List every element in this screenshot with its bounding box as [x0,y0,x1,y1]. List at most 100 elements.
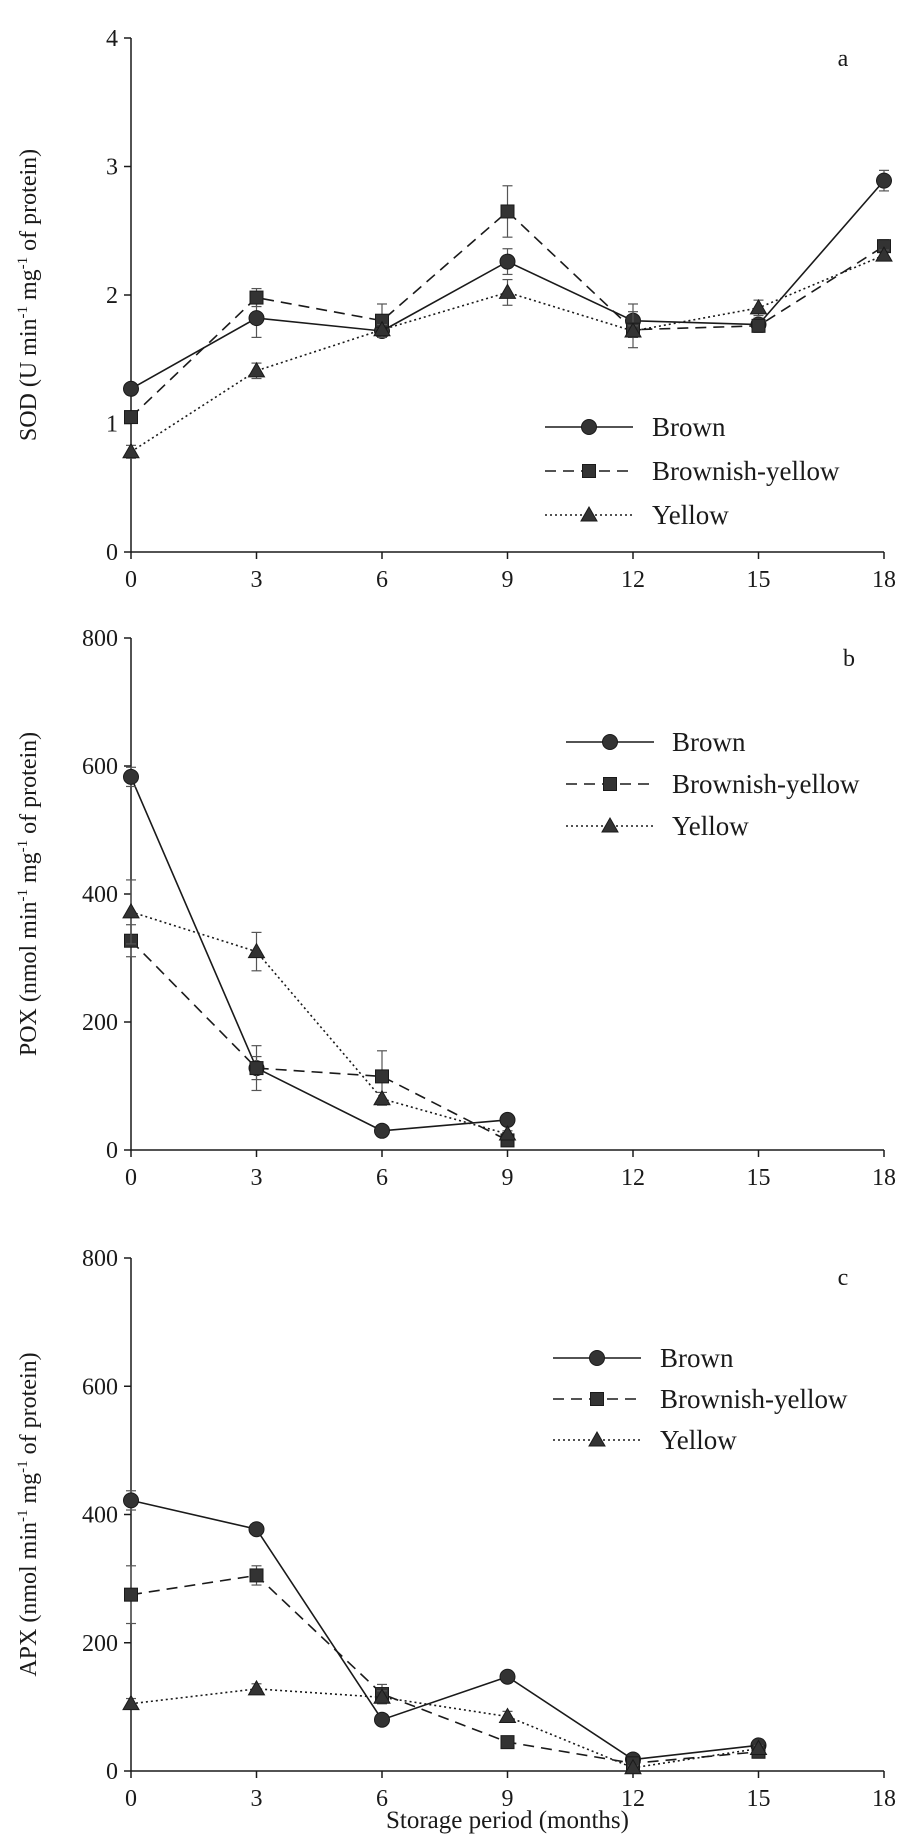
data-point [123,768,139,785]
y-tick-label: 800 [82,1246,118,1272]
data-point [248,310,265,327]
y-axis-label-superscript: -1 [15,889,31,902]
series-yellow [122,246,893,459]
x-tick-label: 15 [747,1165,771,1191]
series-line [130,911,508,1135]
data-point [248,1521,265,1538]
x-tick-label: 12 [621,567,645,593]
legend-label: Brown [660,1343,734,1373]
series-line [130,1499,759,1761]
data-point [624,1758,642,1775]
series-yellow [122,879,517,1141]
series-line [130,210,885,418]
x-axis-label: Storage period (months) [386,1807,629,1834]
data-point [373,320,391,337]
y-axis-label-part: APX (nmol min [16,1522,42,1677]
data-point [122,902,140,919]
y-tick-label: 1 [106,412,118,438]
y-tick-label: 600 [82,1374,118,1400]
data-point [122,442,140,459]
data-point [749,298,768,315]
y-axis-label-part: POX (nmol min [16,901,42,1056]
data-point [249,290,264,305]
x-tick-label: 6 [376,1786,388,1812]
legend: Brown Brownish-yellow Yellow [545,412,840,530]
series-brownish-yellow [124,1565,766,1771]
data-point [124,1587,138,1602]
data-point [374,1711,390,1728]
x-tick-label: 12 [621,1165,645,1191]
legend: Brown Brownish-yellow Yellow [553,1343,848,1455]
legend-marker [601,816,619,833]
series-yellow [122,1679,768,1775]
y-axis-label-part: mg [16,1473,42,1510]
y-tick-label: 200 [82,1010,118,1036]
y-tick-label: 0 [106,1138,118,1164]
series-brown [123,766,516,1139]
legend-label: Yellow [672,811,749,841]
data-point [498,283,517,299]
legend-label: Brownish-yellow [652,456,840,486]
x-tick-label: 0 [125,567,137,593]
data-point [498,1124,517,1141]
panel-letter: c [838,1265,849,1291]
x-tick-label: 15 [747,1786,771,1812]
x-tick-label: 3 [251,1165,263,1191]
y-axis-label-part: mg [16,852,42,889]
y-axis-label-part: of protein) [16,732,42,840]
data-point [373,1089,391,1106]
y-tick-label: 4 [106,26,118,52]
panel-letter: a [838,46,849,72]
panel-letter: b [843,646,855,672]
y-tick-label: 400 [82,1503,118,1529]
legend-label: Yellow [660,1425,737,1455]
y-axis-label: POX (nmol min-1 mg-1 of protein) [15,732,42,1056]
data-point [247,1679,266,1696]
y-axis-label-superscript: -1 [15,306,31,319]
data-point [247,942,266,959]
x-tick-label: 9 [502,1786,514,1812]
legend-label: Brownish-yellow [672,769,860,799]
x-tick-label: 12 [621,1786,645,1812]
y-tick-label: 0 [106,1759,118,1785]
y-axis-label-superscript: -1 [15,840,31,853]
x-tick-label: 18 [872,1165,896,1191]
x-tick-label: 0 [125,1786,137,1812]
data-point [499,1668,516,1685]
data-point [876,172,892,189]
series-brownish-yellow [124,924,515,1148]
data-point [624,321,642,338]
data-point [247,361,266,378]
y-tick-label: 800 [82,626,118,652]
y-tick-label: 3 [106,155,118,181]
data-point [875,246,893,262]
x-tick-label: 6 [376,1165,388,1191]
x-tick-label: 18 [872,1786,896,1812]
y-axis-label: SOD (U min-1 mg-1 of protein) [15,149,42,441]
data-point [373,1688,391,1704]
y-tick-label: 200 [82,1631,118,1657]
legend-marker [603,777,617,791]
x-tick-label: 0 [125,1165,137,1191]
y-axis-label-part: of protein) [16,149,42,257]
data-point [124,410,138,425]
y-tick-label: 2 [106,283,118,309]
legend-label: Brown [672,727,746,757]
legend-marker [588,1430,606,1447]
legend-label: Yellow [652,500,729,530]
x-tick-label: 15 [747,567,771,593]
legend-label: Brownish-yellow [660,1384,848,1414]
x-tick-label: 18 [872,567,896,593]
y-axis-label: APX (nmol min-1 mg-1 of protein) [15,1352,42,1676]
x-tick-label: 3 [251,567,263,593]
legend-marker [590,1392,604,1406]
x-tick-label: 6 [376,567,388,593]
data-point [751,318,766,333]
legend: Brown Brownish-yellow Yellow [566,727,860,841]
y-axis-label-part: of protein) [16,1352,42,1460]
data-point [375,1069,389,1084]
legend-marker [582,464,596,478]
